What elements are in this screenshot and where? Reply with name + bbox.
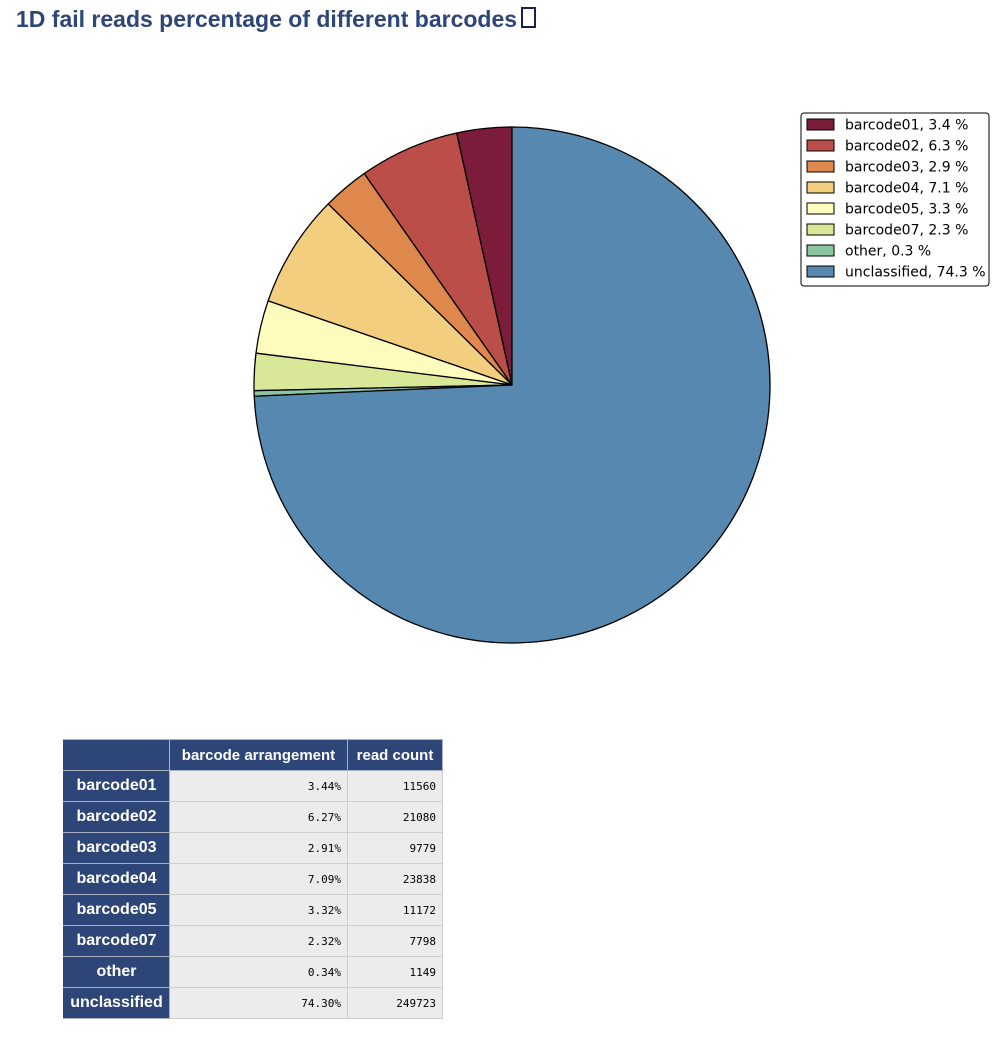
read-count-cell: 1149	[347, 956, 443, 988]
barcode-table: barcode arrangement read count barcode01…	[63, 739, 443, 1019]
table-header-read-count: read count	[347, 739, 443, 771]
percentage-cell: 7.09%	[169, 863, 348, 895]
percentage-cell: 2.32%	[169, 925, 348, 957]
legend-swatch-barcode05	[806, 202, 835, 215]
percentage-cell: 2.91%	[169, 832, 348, 864]
legend-swatch-unclassified	[806, 265, 835, 278]
row-label: barcode04	[63, 863, 170, 895]
legend-label-barcode05: barcode05, 3.3 %	[845, 202, 968, 218]
row-label: barcode03	[63, 832, 170, 864]
row-label: unclassified	[63, 987, 170, 1019]
row-label: barcode05	[63, 894, 170, 926]
legend-swatch-barcode01	[806, 118, 835, 131]
read-count-cell: 249723	[347, 987, 443, 1019]
row-label: barcode02	[63, 801, 170, 833]
read-count-cell: 11560	[347, 770, 443, 802]
legend-entries: barcode01, 3.4 % barcode02, 6.3 % barcode0…	[806, 118, 986, 281]
table-row: barcode02 6.27% 21080	[63, 801, 443, 833]
table-header-barcode-arrangement: barcode arrangement	[169, 739, 348, 771]
percentage-cell: 0.34%	[169, 956, 348, 988]
row-label: barcode07	[63, 925, 170, 957]
pie-slices	[253, 126, 771, 644]
table-row: barcode07 2.32% 7798	[63, 925, 443, 957]
table-row: barcode05 3.32% 11172	[63, 894, 443, 926]
legend-swatch-barcode04	[806, 181, 835, 194]
legend-label-barcode04: barcode04, 7.1 %	[845, 181, 968, 197]
legend-label-other: other, 0.3 %	[845, 244, 931, 260]
row-label: barcode01	[63, 770, 170, 802]
legend-frame	[800, 112, 990, 287]
pie-slice-barcode04	[267, 203, 513, 386]
read-count-cell: 11172	[347, 894, 443, 926]
percentage-cell: 3.32%	[169, 894, 348, 926]
legend-swatch-barcode07	[806, 223, 835, 236]
legend-swatch-barcode03	[806, 160, 835, 173]
legend-label-barcode02: barcode02, 6.3 %	[845, 139, 968, 155]
read-count-cell: 21080	[347, 801, 443, 833]
table-header-corner	[63, 739, 170, 771]
percentage-cell: 3.44%	[169, 770, 348, 802]
read-count-cell: 7798	[347, 925, 443, 957]
table-header-row: barcode arrangement read count	[63, 739, 443, 771]
table-row: barcode03 2.91% 9779	[63, 832, 443, 864]
pie-chart: barcode01, 3.4 % barcode02, 6.3 % barcode0…	[253, 112, 990, 644]
table-row: other 0.34% 1149	[63, 956, 443, 988]
legend-swatch-other	[806, 244, 835, 257]
legend-label-unclassified: unclassified, 74.3 %	[845, 265, 986, 281]
page-title: 1D fail reads percentage of different ba…	[16, 6, 537, 33]
page-title-text: 1D fail reads percentage of different ba…	[16, 6, 518, 32]
percentage-cell: 6.27%	[169, 801, 348, 833]
read-count-cell: 23838	[347, 863, 443, 895]
anchor-link-icon[interactable]	[521, 7, 537, 28]
table-row: barcode01 3.44% 11560	[63, 770, 443, 802]
table-row: unclassified 74.30% 249723	[63, 987, 443, 1019]
legend-label-barcode07: barcode07, 2.3 %	[845, 223, 968, 239]
chart-legend: barcode01, 3.4 % barcode02, 6.3 % barcode0…	[800, 112, 990, 287]
legend-label-barcode03: barcode03, 2.9 %	[845, 160, 968, 176]
percentage-cell: 74.30%	[169, 987, 348, 1019]
read-count-cell: 9779	[347, 832, 443, 864]
legend-label-barcode01: barcode01, 3.4 %	[845, 118, 968, 134]
legend-swatch-barcode02	[806, 139, 835, 152]
pie-slice-unclassified	[253, 126, 771, 644]
table-row: barcode04 7.09% 23838	[63, 863, 443, 895]
row-label: other	[63, 956, 170, 988]
